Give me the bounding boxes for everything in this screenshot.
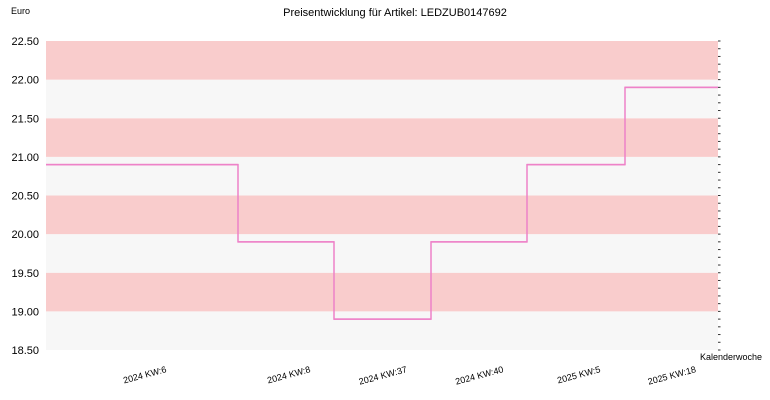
plot-band	[46, 79, 718, 119]
y-tick-label: 21.00	[11, 152, 39, 164]
price-step-line	[46, 86, 718, 320]
y-tick-label: 22.00	[11, 75, 39, 87]
y-tick-label: 20.00	[11, 229, 39, 241]
y-tick-label: 21.50	[11, 113, 39, 125]
x-axis-label: Kalenderwoche	[700, 352, 762, 362]
y-axis-ticks: 18.50 19.00 19.50 20.00 20.50 21.00 21.50 22.00…	[11, 36, 39, 357]
y-tick-label: 19.50	[11, 268, 39, 280]
plot-band	[46, 311, 718, 350]
plot-bands	[46, 41, 718, 350]
price-series	[46, 86, 718, 320]
right-axis-tick-marks	[718, 40, 721, 351]
y-tick-label: 18.50	[11, 345, 39, 357]
plot-band	[46, 118, 718, 157]
plot-band	[46, 156, 718, 196]
y-tick-label: 19.00	[11, 306, 39, 318]
plot-band	[46, 41, 718, 80]
x-axis-ticks: 2024 KW:6 2024 KW:8 2024 KW:37 2024 KW:40 20…	[122, 364, 697, 386]
plot-band	[46, 195, 718, 235]
x-tick-label: 2024 KW:8	[266, 364, 311, 385]
x-tick-label: 2025 KW:18	[647, 364, 697, 386]
plot-band	[46, 234, 718, 273]
chart-title: Preisentwicklung für Artikel: LEDZUB0147…	[283, 7, 507, 19]
y-tick-label: 22.50	[11, 36, 39, 48]
x-tick-label: 2025 KW:5	[556, 364, 601, 385]
y-tick-label: 20.50	[11, 191, 39, 203]
x-tick-label: 2024 KW:40	[454, 364, 504, 386]
x-tick-label: 2024 KW:37	[358, 364, 408, 386]
y-axis-label: Euro	[11, 6, 30, 16]
x-tick-label: 2024 KW:6	[122, 364, 167, 385]
plot-band	[46, 272, 718, 312]
